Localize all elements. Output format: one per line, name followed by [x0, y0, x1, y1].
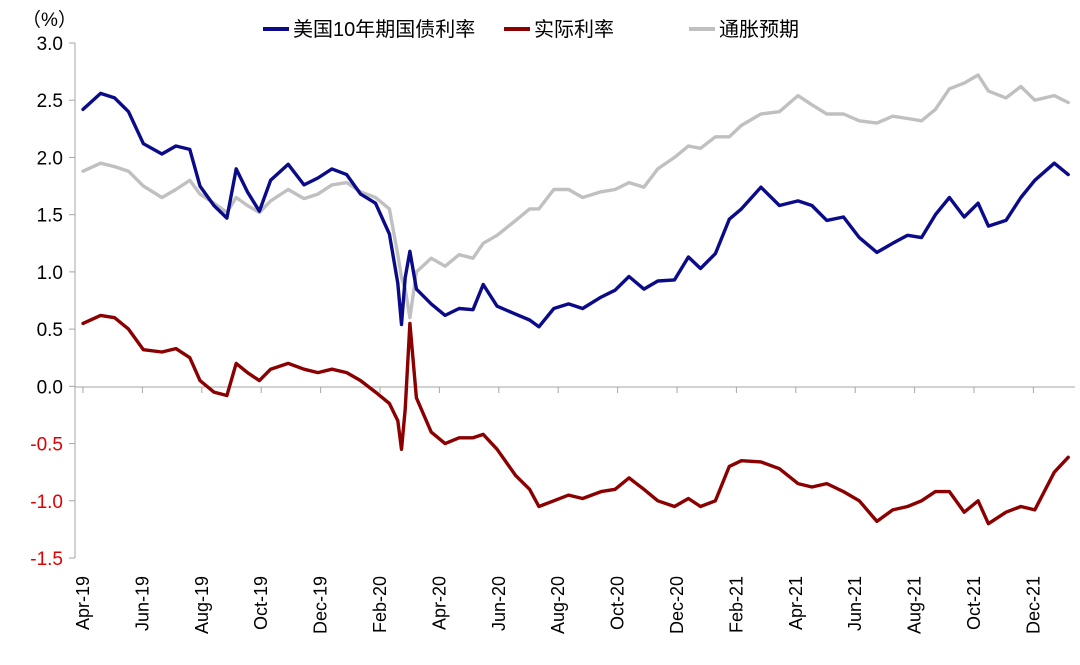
legend: 美国10年期国债利率 实际利率 通胀预期 — [263, 18, 799, 41]
x-tick-label: Aug-21 — [905, 576, 925, 634]
x-tick-label: Dec-19 — [311, 576, 331, 634]
x-tick-label: Apr-21 — [786, 576, 806, 630]
y-tick-label: 3.0 — [37, 34, 63, 55]
y-tick-label: 1.5 — [37, 206, 63, 227]
x-tick-label: Jun-19 — [132, 576, 152, 631]
y-axis: 3.0 2.5 2.0 1.5 1.0 0.5 0.0 -0.5 -1.0 -1.5 — [30, 34, 76, 570]
series-line-1 — [81, 313, 1070, 526]
plot-area — [81, 73, 1070, 526]
x-tick-label: Feb-20 — [370, 576, 390, 633]
legend-label-2: 通胀预期 — [719, 18, 799, 41]
x-tick-label: Oct-21 — [964, 576, 984, 630]
y-tick-label: 2.0 — [37, 148, 63, 169]
x-tick-label: Jun-20 — [489, 576, 509, 631]
legend-label-0: 美国10年期国债利率 — [293, 18, 475, 41]
unit-label: （%） — [22, 9, 77, 31]
y-tick-label: 0.0 — [37, 377, 63, 398]
legend-label-1: 实际利率 — [534, 18, 614, 41]
y-tick-label: 1.0 — [37, 263, 63, 284]
x-tick-label: Jun-21 — [845, 576, 865, 631]
y-tick-label: -0.5 — [30, 435, 63, 456]
x-axis: Apr-19 Jun-19 Aug-19 Oct-19 Dec-19 Feb-20 Apr-… — [73, 386, 1075, 634]
series-line-0 — [81, 91, 1070, 329]
x-tick-label: Dec-20 — [667, 576, 687, 634]
x-tick-label: Feb-21 — [726, 576, 746, 633]
series-line-2 — [81, 73, 1070, 320]
x-tick-label: Aug-20 — [548, 576, 568, 634]
y-tick-label: -1.0 — [30, 492, 63, 513]
y-tick-label: 0.5 — [37, 320, 63, 341]
x-tick-label: Dec-21 — [1023, 576, 1043, 634]
y-tick-label: 2.5 — [37, 91, 63, 112]
x-tick-label: Apr-20 — [429, 576, 449, 630]
y-tick-label: -1.5 — [30, 549, 63, 570]
x-tick-label: Apr-19 — [73, 576, 93, 630]
x-tick-label: Oct-19 — [251, 576, 271, 630]
x-tick-label: Aug-19 — [192, 576, 212, 634]
x-tick-label: Oct-20 — [608, 576, 628, 630]
